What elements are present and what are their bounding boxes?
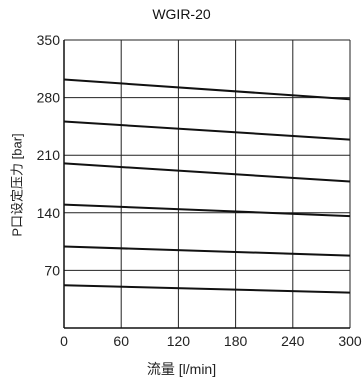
series-line-5 — [63, 284, 351, 294]
y-tick-label-3: 280 — [37, 90, 61, 106]
y-tick-label-2: 210 — [37, 147, 61, 163]
series-line-3 — [63, 203, 351, 218]
x-tick-label-4: 240 — [281, 333, 305, 349]
x-tick-label-2: 120 — [167, 333, 191, 349]
chart-title: WGIR-20 — [152, 6, 211, 22]
series-line-0 — [63, 78, 351, 101]
series-line-1 — [63, 120, 351, 141]
y-tick-label-0: 70 — [44, 262, 60, 278]
x-axis-label: 流量 [l/min] — [146, 361, 217, 377]
y-tick-label-4: 350 — [37, 32, 61, 48]
x-tick-label-1: 60 — [113, 333, 129, 349]
y-tick-label-1: 140 — [37, 205, 61, 221]
series-line-4 — [63, 245, 351, 257]
x-tick-label-5: 300 — [338, 333, 362, 349]
x-tick-label-3: 180 — [224, 333, 248, 349]
x-tick-label-0: 0 — [60, 333, 68, 349]
series-line-2 — [63, 162, 351, 183]
